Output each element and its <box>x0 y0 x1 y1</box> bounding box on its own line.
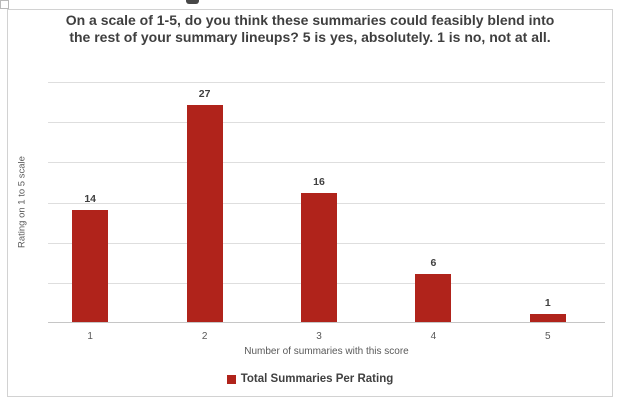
x-axis-title: Number of summaries with this score <box>244 346 409 357</box>
x-tick-label-4: 4 <box>430 331 437 342</box>
legend-series-label: Total Summaries Per Rating <box>240 373 394 385</box>
crop-corner-handle <box>0 0 9 9</box>
cropped-text-artifact <box>186 0 199 4</box>
bar-rating-5 <box>529 313 566 322</box>
bar-rating-3 <box>301 193 337 322</box>
y-axis-title: Rating on 1 to 5 scale <box>16 156 28 249</box>
bar-rating-1 <box>72 209 109 322</box>
chart-title: On a scale of 1-5, do you think these su… <box>65 12 555 45</box>
gridline-20 <box>48 162 605 164</box>
legend: Total Summaries Per Rating <box>7 373 613 385</box>
x-tick-label-3: 3 <box>316 331 322 342</box>
x-tick-label-5: 5 <box>545 331 551 342</box>
data-label-rating-5: 1 <box>544 296 551 309</box>
x-axis-line <box>48 322 605 323</box>
bar-rating-2 <box>186 105 223 322</box>
data-label-rating-4: 6 <box>430 256 437 269</box>
data-label-rating-2: 27 <box>198 88 211 101</box>
data-label-rating-1: 14 <box>84 192 97 205</box>
x-tick-label-1: 1 <box>87 331 93 342</box>
x-tick-label-2: 2 <box>201 331 208 342</box>
bar-rating-4 <box>415 273 452 322</box>
gridline-30 <box>48 82 605 83</box>
data-label-rating-3: 16 <box>313 176 325 189</box>
gridline-25 <box>48 122 605 124</box>
plot-area: 14 27 16 6 1 <box>48 82 605 323</box>
legend-color-swatch <box>226 374 236 384</box>
